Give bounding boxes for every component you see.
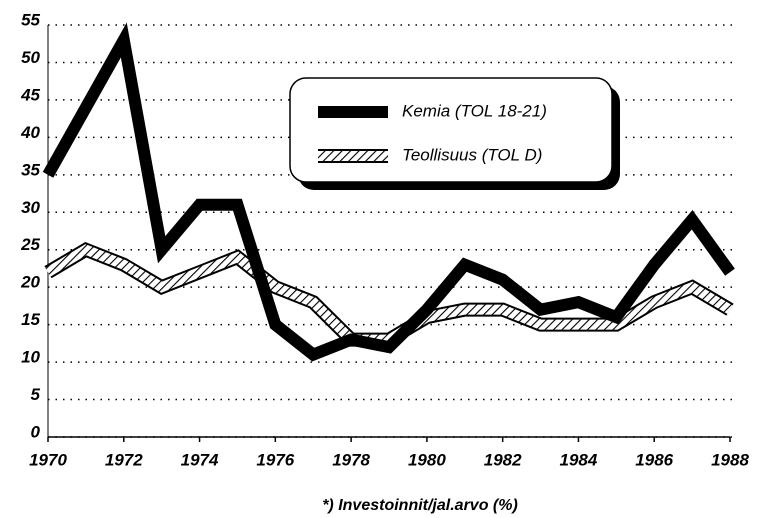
x-tick-label: 1978	[332, 450, 370, 469]
y-tick-label: 25	[20, 235, 40, 254]
x-tick-label: 1974	[181, 450, 219, 469]
x-tick-label: 1988	[711, 450, 749, 469]
y-tick-label: 10	[21, 348, 40, 367]
x-tick-label: 1984	[560, 450, 598, 469]
x-tick-label: 1972	[105, 450, 143, 469]
x-axis-label: *) Investoinnit/jal.arvo (%)	[322, 497, 518, 514]
y-tick-label: 15	[21, 310, 40, 329]
y-tick-label: 0	[31, 422, 41, 441]
y-tick-label: 30	[21, 198, 40, 217]
y-tick-label: 50	[21, 48, 40, 67]
x-tick-label: 1970	[29, 450, 67, 469]
x-tick-label: 1986	[635, 450, 673, 469]
series-line	[42, 22, 735, 362]
y-tick-label: 20	[20, 273, 40, 292]
y-tick-label: 55	[21, 10, 40, 29]
legend-label: Kemia (TOL 18-21)	[402, 101, 547, 120]
y-tick-label: 45	[20, 85, 40, 104]
legend-box	[289, 77, 613, 183]
y-tick-label: 5	[31, 385, 41, 404]
y-tick-label: 40	[20, 123, 40, 142]
x-tick-label: 1982	[484, 450, 522, 469]
y-tick-label: 35	[21, 160, 40, 179]
legend-label: Teollisuus (TOL D)	[402, 145, 542, 164]
x-tick-label: 1976	[256, 450, 294, 469]
x-tick-label: 1980	[408, 450, 446, 469]
